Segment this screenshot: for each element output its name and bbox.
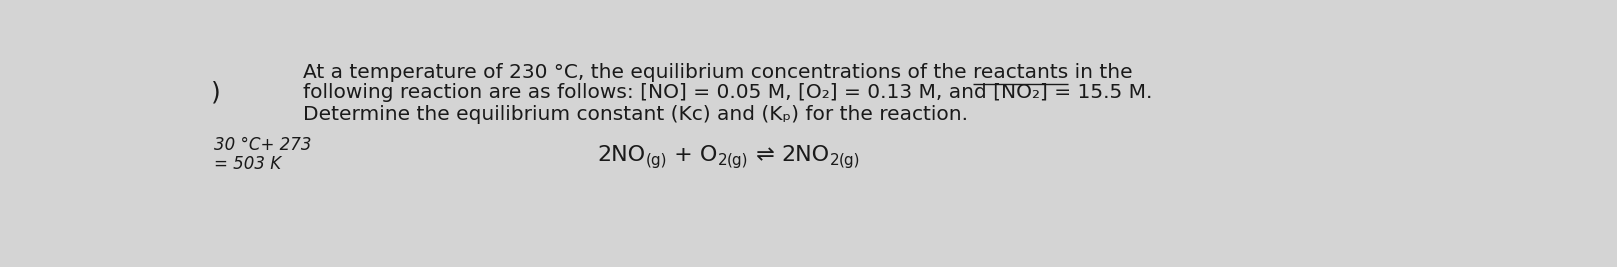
Text: ⇌: ⇌ (749, 145, 781, 165)
Text: following reaction are as follows: [NO] = 0.05 M, [O₂] = 0.13 M, and [NO₂] = 15.: following reaction are as follows: [NO] … (302, 83, 1153, 102)
Text: 2NO: 2NO (598, 145, 645, 165)
Text: (g): (g) (839, 153, 860, 168)
Text: 2NO: 2NO (781, 145, 830, 165)
Text: ): ) (212, 81, 222, 105)
Text: 2: 2 (830, 153, 839, 168)
Text: At a temperature of 230 °C, the equilibrium concentrations of the reactants in t: At a temperature of 230 °C, the equilibr… (302, 62, 1132, 82)
Text: + O: + O (668, 145, 718, 165)
Text: 2: 2 (718, 153, 728, 168)
Text: 30 °C+ 273: 30 °C+ 273 (213, 136, 310, 154)
Text: = 503 K: = 503 K (213, 155, 281, 174)
Text: Determine the equilibrium constant (Kᴄ) and (Kₚ) for the reaction.: Determine the equilibrium constant (Kᴄ) … (302, 105, 969, 124)
Text: (g): (g) (645, 153, 668, 168)
Text: (g): (g) (728, 153, 749, 168)
